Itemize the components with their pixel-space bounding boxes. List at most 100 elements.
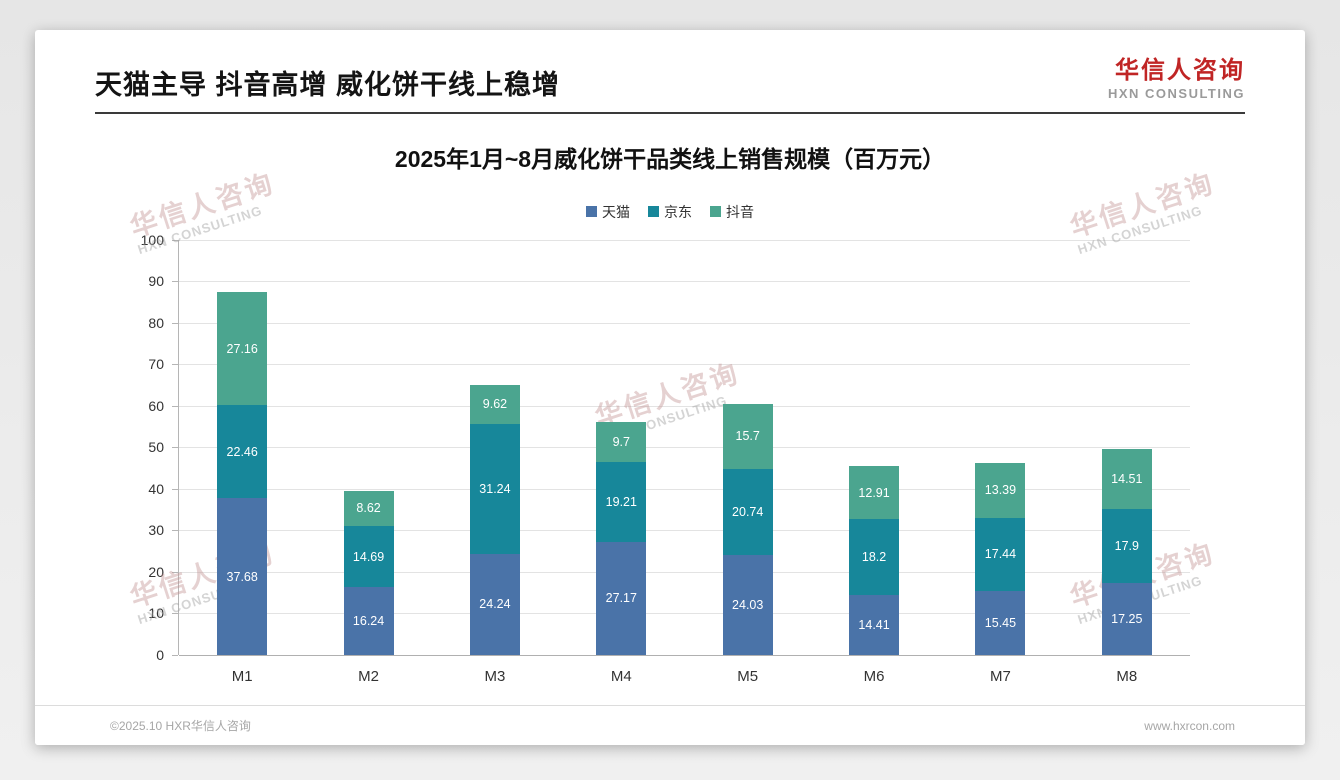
logo-subtitle: HXN CONSULTING bbox=[1107, 86, 1245, 102]
legend-swatch bbox=[586, 206, 597, 218]
bar-segment-抖音: 13.39 bbox=[975, 462, 1026, 519]
segment-value-label: 12.91 bbox=[858, 485, 890, 500]
gridline bbox=[179, 613, 1190, 615]
stacked-bar: 24.03 20.74 15.7 bbox=[722, 403, 773, 655]
logo-name: 华信人咨询 bbox=[1115, 57, 1245, 84]
segment-value-label: 14.69 bbox=[352, 549, 385, 564]
bar-segment-京东: 18.2 bbox=[849, 519, 900, 595]
y-axis-tick-label: 50 bbox=[148, 439, 164, 456]
segment-value-label: 9.62 bbox=[482, 397, 508, 412]
bar-segment-天猫: 14.41 bbox=[849, 594, 900, 655]
gridline bbox=[179, 530, 1190, 532]
chart-title: 2025年1月~8月威化饼干品类线上销售规模（百万元） bbox=[394, 145, 946, 172]
y-axis-tick-label: 60 bbox=[148, 397, 164, 414]
gridline bbox=[179, 654, 1190, 656]
y-axis-tick-mark bbox=[172, 281, 178, 283]
segment-value-label: 14.41 bbox=[858, 617, 890, 632]
bar-segment-京东: 17.9 bbox=[1101, 508, 1152, 584]
legend-item-京东: 京东 bbox=[648, 202, 692, 222]
company-logo: 华信人咨询 HXN CONSULTING bbox=[1107, 57, 1245, 102]
segment-value-label: 19.21 bbox=[605, 495, 637, 510]
bar-column-M7: 15.45 17.44 13.39 M7 bbox=[937, 240, 1063, 685]
y-axis: 0 10 20 30 40 50 60 70 80 90 100 bbox=[118, 232, 178, 663]
bar-segment-抖音: 27.16 bbox=[217, 292, 268, 406]
x-axis-tick-label: M4 bbox=[610, 667, 632, 685]
y-axis-tick-mark bbox=[172, 405, 178, 407]
x-axis-tick-label: M3 bbox=[484, 667, 506, 685]
x-axis-tick-label: M6 bbox=[863, 667, 885, 685]
segment-value-label: 17.44 bbox=[984, 547, 1017, 562]
segment-value-label: 17.25 bbox=[1111, 611, 1143, 626]
stacked-bar: 17.25 17.9 14.51 bbox=[1101, 448, 1152, 655]
y-axis-tick-label: 0 bbox=[156, 646, 164, 663]
segment-value-label: 14.51 bbox=[1111, 471, 1143, 486]
bar-segment-京东: 14.69 bbox=[343, 526, 394, 588]
bar-segment-京东: 20.74 bbox=[722, 468, 773, 555]
segment-value-label: 24.03 bbox=[732, 597, 764, 612]
bar-segment-天猫: 17.25 bbox=[1101, 583, 1152, 655]
y-axis-tick-label: 100 bbox=[140, 231, 164, 248]
stacked-bar: 14.41 18.2 12.91 bbox=[849, 465, 900, 655]
page-title: 天猫主导 抖音高增 威化饼干线上稳增 bbox=[95, 69, 561, 100]
y-axis-tick-label: 80 bbox=[148, 314, 164, 331]
footer-website: www.hxrcon.com bbox=[1144, 718, 1235, 733]
bar-column-M6: 14.41 18.2 12.91 M6 bbox=[811, 240, 937, 685]
bar-segment-京东: 17.44 bbox=[975, 518, 1026, 591]
bar-column-M3: 24.24 31.24 9.62 M3 bbox=[432, 240, 558, 685]
stacked-bar: 37.68 22.46 27.16 bbox=[217, 292, 268, 655]
legend-label: 抖音 bbox=[726, 203, 754, 220]
y-axis-tick-label: 10 bbox=[148, 605, 164, 622]
gridline bbox=[179, 364, 1190, 366]
stacked-bar: 24.24 31.24 9.62 bbox=[469, 384, 520, 655]
segment-value-label: 27.16 bbox=[226, 341, 258, 356]
segment-value-label: 9.7 bbox=[612, 435, 630, 450]
stacked-bar: 27.17 19.21 9.7 bbox=[596, 421, 647, 655]
gridline bbox=[179, 488, 1190, 490]
gridline bbox=[179, 571, 1190, 573]
stacked-bar: 16.24 14.69 8.62 bbox=[343, 490, 394, 655]
y-axis-tick-mark bbox=[172, 488, 178, 490]
bar-segment-抖音: 8.62 bbox=[343, 490, 394, 527]
bar-segment-天猫: 24.24 bbox=[469, 554, 520, 655]
y-axis-tick-label: 20 bbox=[148, 563, 164, 580]
y-axis-tick-mark bbox=[172, 364, 178, 366]
segment-value-label: 15.45 bbox=[984, 615, 1017, 630]
bar-segment-京东: 31.24 bbox=[469, 424, 520, 555]
y-axis-tick-mark bbox=[172, 322, 178, 324]
legend-swatch bbox=[710, 206, 721, 218]
segment-value-label: 37.68 bbox=[226, 569, 258, 584]
header: 天猫主导 抖音高增 威化饼干线上稳增 华信人咨询 HXN CONSULTING bbox=[95, 30, 1245, 114]
y-axis-tick-label: 90 bbox=[148, 273, 164, 290]
bar-column-M2: 16.24 14.69 8.62 M2 bbox=[305, 240, 431, 685]
segment-value-label: 22.46 bbox=[226, 444, 258, 459]
chart-legend: 天猫 京东 抖音 bbox=[35, 202, 1305, 222]
y-axis-tick-mark bbox=[172, 613, 178, 615]
bar-segment-抖音: 9.7 bbox=[596, 421, 647, 463]
gridline bbox=[179, 281, 1190, 283]
legend-label: 天猫 bbox=[602, 203, 630, 220]
bar-segment-抖音: 15.7 bbox=[722, 403, 773, 469]
legend-label: 京东 bbox=[664, 203, 692, 220]
segment-value-label: 13.39 bbox=[984, 483, 1017, 498]
bar-segment-抖音: 14.51 bbox=[1101, 448, 1152, 509]
segment-value-label: 31.24 bbox=[479, 482, 511, 497]
bar-column-M1: 37.68 22.46 27.16 M1 bbox=[179, 240, 305, 685]
segment-value-label: 20.74 bbox=[732, 504, 764, 519]
stacked-bar: 15.45 17.44 13.39 bbox=[975, 462, 1026, 655]
chart-area: 0 10 20 30 40 50 60 70 80 90 100 37.68 22.46 27.16 M1… bbox=[118, 232, 1190, 685]
gridline bbox=[179, 405, 1190, 407]
x-axis-tick-label: M1 bbox=[231, 667, 253, 685]
y-axis-tick-mark bbox=[172, 654, 178, 656]
segment-value-label: 24.24 bbox=[479, 597, 511, 612]
legend-swatch bbox=[648, 206, 659, 218]
bar-segment-京东: 19.21 bbox=[596, 462, 647, 542]
segment-value-label: 15.7 bbox=[735, 429, 760, 444]
segment-value-label: 16.24 bbox=[352, 613, 385, 628]
legend-item-抖音: 抖音 bbox=[710, 202, 754, 222]
slide-card: 华信人咨询 HXN CONSULTING 华信人咨询 HXN CONSULTING 华信… bbox=[35, 30, 1305, 745]
plot-area: 37.68 22.46 27.16 M1 16.24 14.69 8.62 M2 24.24 31… bbox=[178, 239, 1190, 685]
bar-segment-天猫: 24.03 bbox=[722, 554, 773, 655]
bar-column-M5: 24.03 20.74 15.7 M5 bbox=[685, 240, 811, 685]
segment-value-label: 27.17 bbox=[605, 591, 637, 606]
